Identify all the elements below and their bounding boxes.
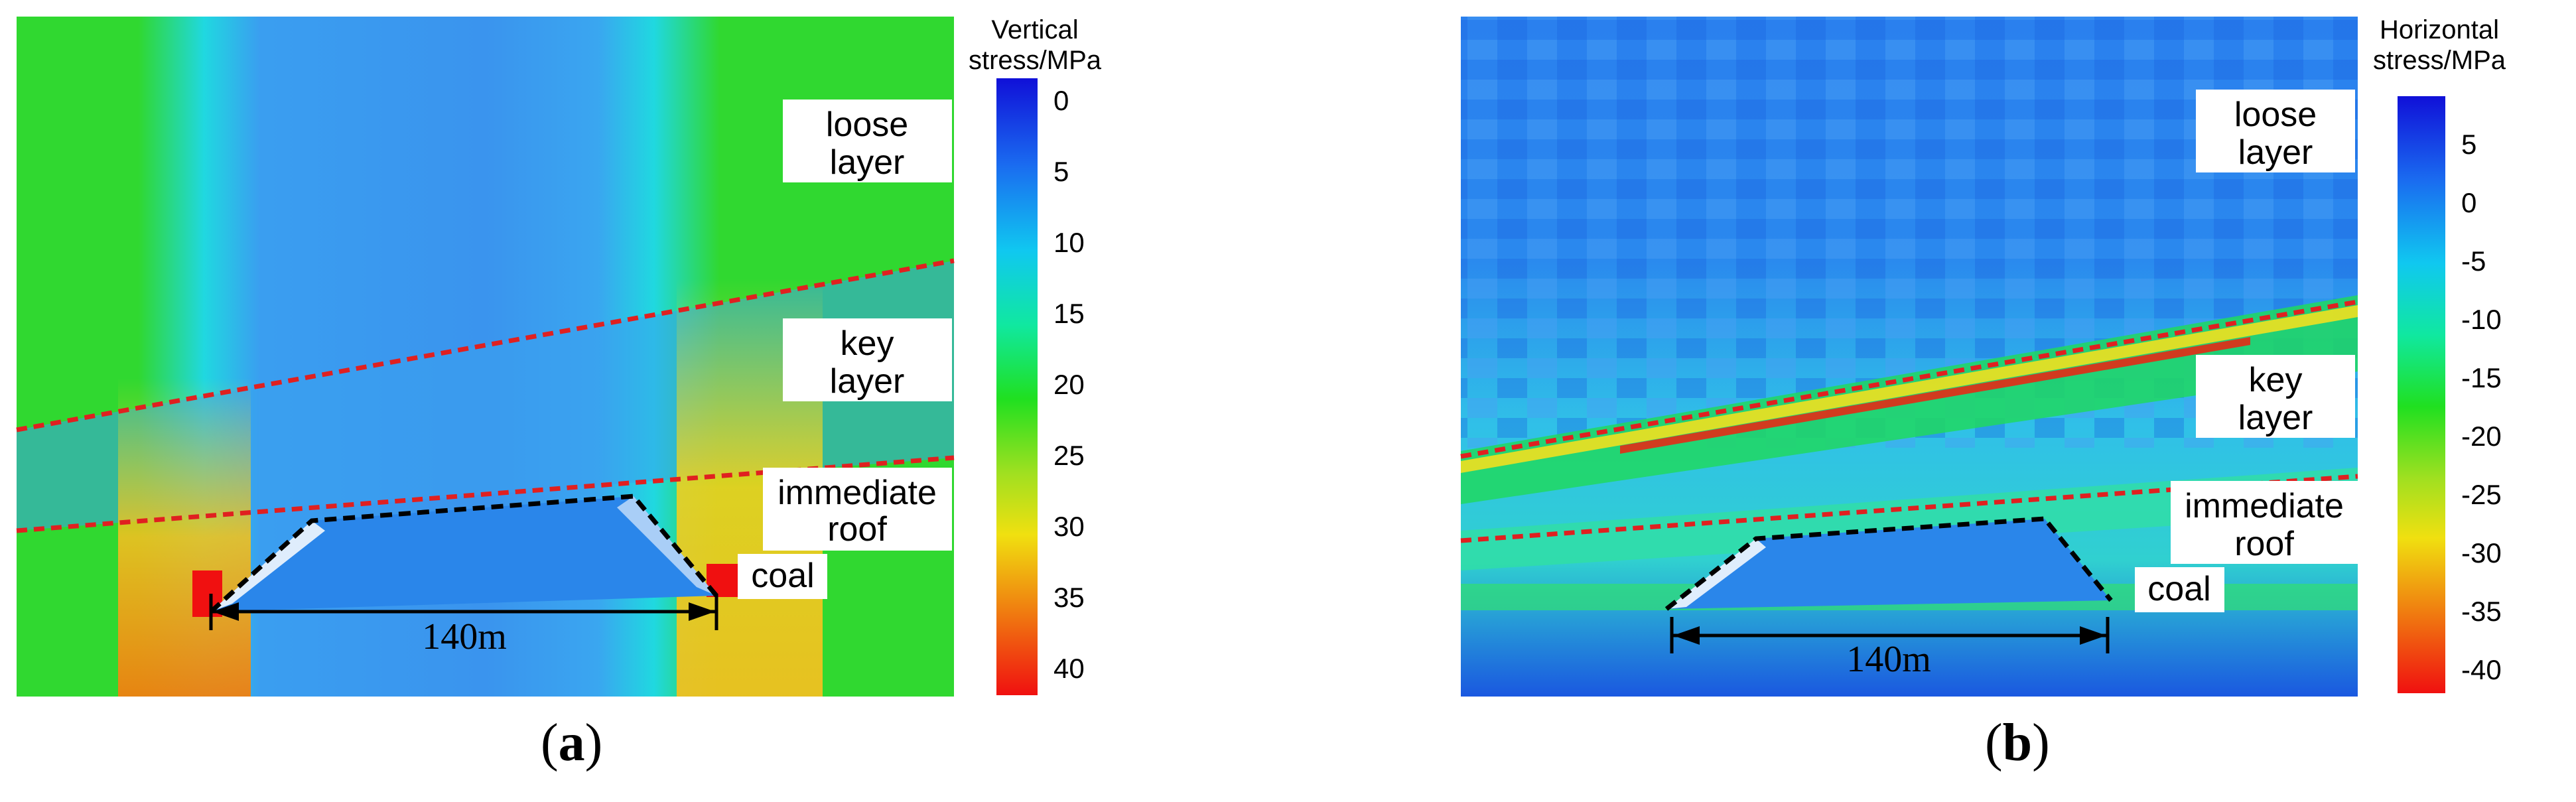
panel-a: 140m loose layer key layer immediate roo… [16,15,1102,772]
colorbar-tick-label: 5 [1053,156,1069,187]
vertical-stress-contour-figure: 140m loose layer key layer immediate roo… [16,15,1102,697]
goaf-broken-zone-right [617,496,716,596]
key-layer-top-boundary [1460,299,2358,459]
loose-layer-label-line2: layer [2238,133,2313,172]
colorbar-tick-label: 20 [1053,369,1085,400]
colorbar-tick-label: -30 [2461,537,2502,568]
key-layer-band-yellow [1461,305,2358,473]
colorbar-tick-label: 0 [1053,85,1069,116]
colorbar-tick-label: 35 [1053,582,1085,613]
immediate-roof-label-line1: immediate [2185,487,2344,525]
immediate-roof-label-line2: roof [2234,525,2294,563]
span-arrow-left [212,602,239,621]
colorbar-tick-label: -20 [2461,421,2502,452]
horizontal-stress-contour-figure: 140m loose layer key layer immediate roo… [1460,15,2506,697]
key-layer-top-boundary [16,258,955,433]
coal-label: coal [2147,570,2210,608]
panel-caption: (b) [1985,714,2050,772]
colorbar-title-line2: stress/MPa [969,46,1102,75]
span-label: 140m [1846,639,1931,680]
loose-layer-label-line2: layer [830,143,905,182]
colorbar-tick-label: 5 [2461,129,2476,160]
loose-layer-label-box [783,100,952,182]
colorbar [996,78,1038,695]
goaf-area [1666,519,2111,609]
colorbar-tick-label: 30 [1053,511,1085,542]
colorbar-tick-label: 25 [1053,440,1085,471]
colorbar [2398,96,2445,693]
panel-b: 140m loose layer key layer immediate roo… [1288,0,2576,802]
colorbar-ticks: 5 0 -5 -10 -15 -20 -25 -30 -35 -40 [2461,129,2502,685]
goaf-outline [1664,516,2113,611]
key-layer-label-line2: layer [830,362,905,401]
colorbar-tick-label: -25 [2461,479,2502,510]
colorbar-ticks: 0 5 10 15 20 25 30 35 40 [1053,85,1085,684]
goaf-broken-zone [211,521,325,612]
span-arrow-right [689,602,715,621]
colorbar-tick-label: 40 [1053,653,1085,684]
colorbar-tick-label: -10 [2461,304,2502,335]
goaf-outline [209,494,718,614]
immediate-roof-label-line1: immediate [778,474,937,512]
coal-label-box [738,554,827,599]
panel-caption: (a) [541,714,603,772]
span-arrow-left [1673,626,1700,645]
goaf-area [211,496,716,612]
colorbar-tick-label: -5 [2461,245,2486,277]
colorbar-tick-label: 0 [2461,187,2476,218]
loose-layer-label-box [2196,90,2355,172]
span-label: 140m [422,616,507,657]
colorbar-tick-label: 10 [1053,227,1085,258]
colorbar-title-line1: Vertical [991,15,1078,44]
coal-label: coal [751,557,814,595]
key-layer-label-line2: layer [2238,399,2313,437]
colorbar-title-line1: Horizontal [2380,15,2499,44]
immediate-roof-label-line2: roof [827,510,887,549]
span-arrow-right [2080,626,2106,645]
immediate-roof-label-box [2171,481,2358,564]
loose-layer-label-line1: loose [826,105,908,144]
colorbar-title-line2: stress/MPa [2373,46,2506,75]
key-layer-label-box [2196,355,2355,438]
key-layer-label-box [783,318,952,401]
key-layer-label-line1: key [2249,361,2303,399]
colorbar-tick-label: -40 [2461,654,2502,685]
key-layer-label-line1: key [841,324,894,363]
immediate-roof-label-box [763,468,952,551]
key-layer-band-red [1620,337,2250,454]
colorbar-tick-label: 15 [1053,298,1085,329]
loose-layer-label-line1: loose [2234,96,2317,134]
left-pillar-stress [118,378,251,697]
colorbar-tick-label: -35 [2461,596,2502,627]
colorbar-tick-label: -15 [2461,362,2502,393]
coal-label-box [2135,567,2224,612]
